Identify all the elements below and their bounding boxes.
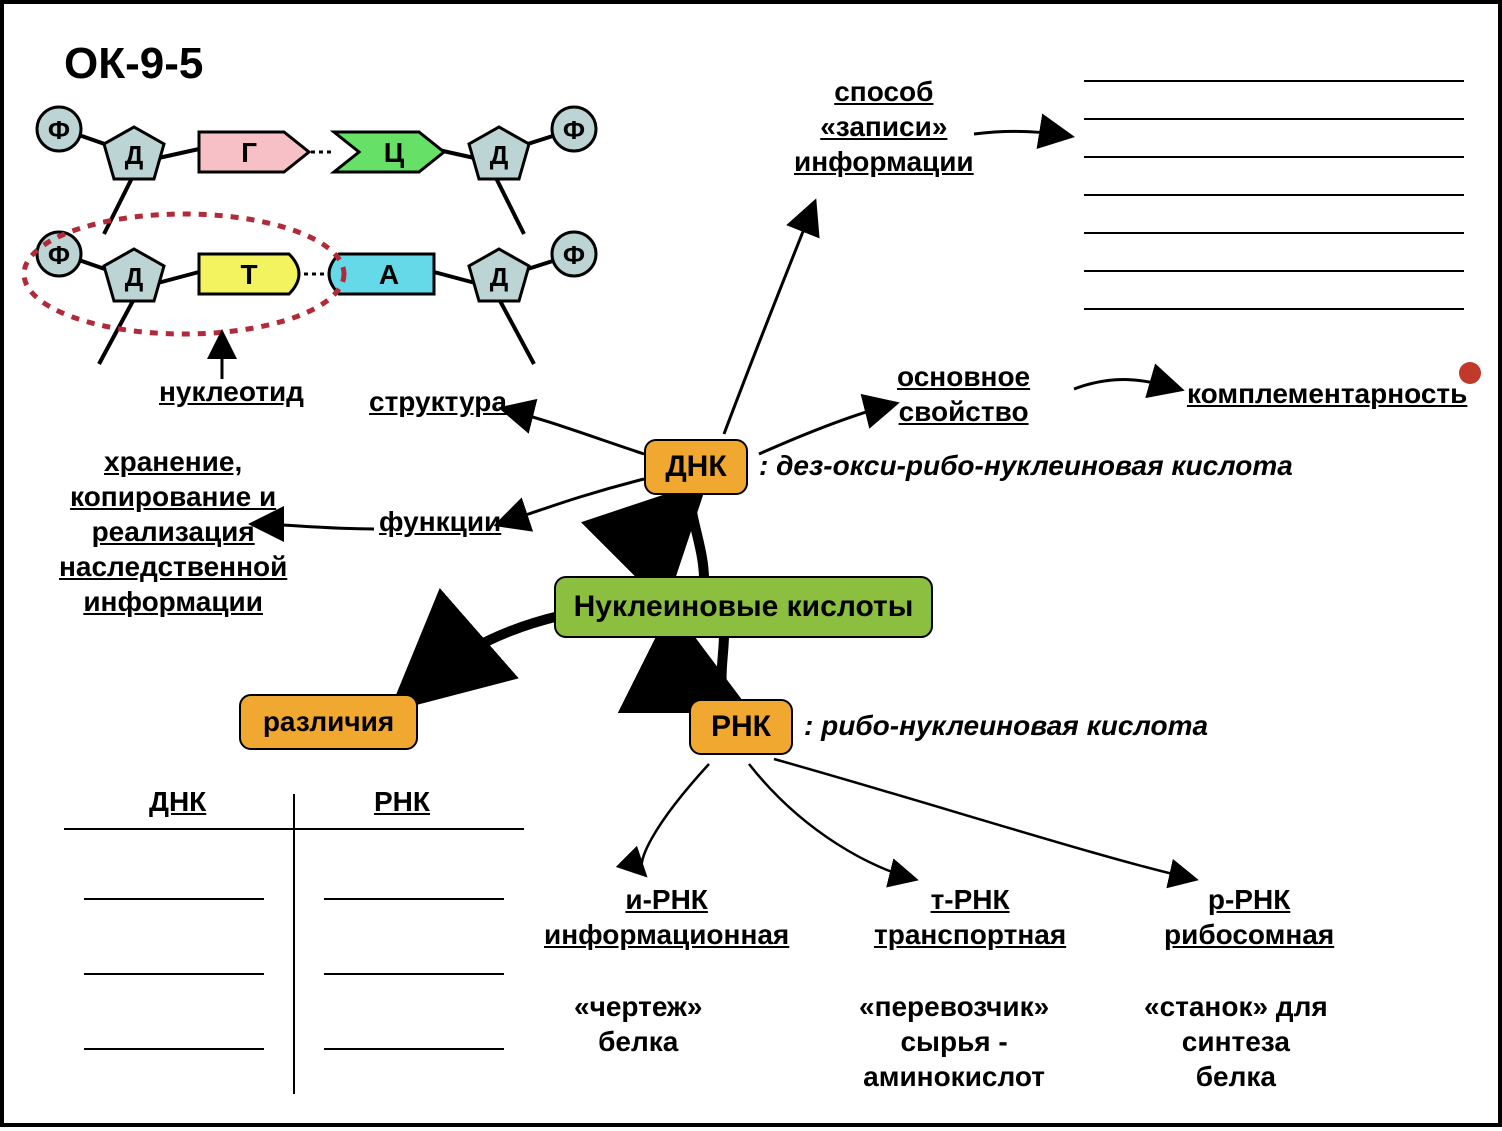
blank-line: [1084, 272, 1464, 310]
blank-line: [1084, 234, 1464, 272]
blank-line: [1084, 44, 1464, 82]
blank-line: [1084, 196, 1464, 234]
diagram-page: ОК-9-5 Ф Ф Ф Ф: [0, 0, 1502, 1127]
blank-line: [1084, 120, 1464, 158]
blank-lines: [1084, 44, 1464, 310]
blank-line: [1084, 158, 1464, 196]
blank-line: [1084, 82, 1464, 120]
